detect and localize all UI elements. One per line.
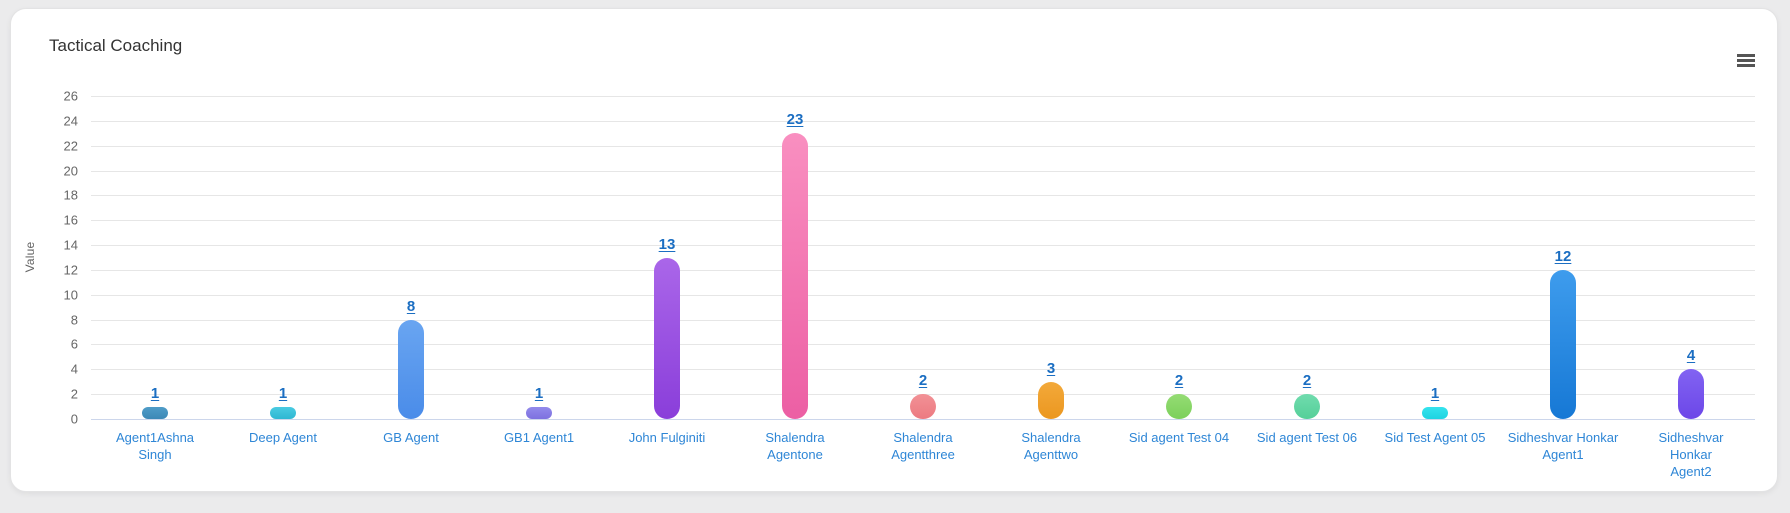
data-label-sidheshvar-honkar-agent1[interactable]: 12 [1554, 247, 1572, 265]
y-gridline [91, 294, 1755, 296]
data-label-sid-agent-test-04[interactable]: 2 [1174, 372, 1184, 390]
y-tick-label: 14 [63, 237, 78, 253]
hamburger-icon[interactable] [1729, 47, 1763, 73]
x-axis-label-sid-agent-test-04: Sid agent Test 04 [1128, 430, 1230, 445]
bar-deep-agent[interactable] [270, 406, 296, 419]
y-gridline [91, 195, 1755, 197]
chart-card: Tactical Coaching [10, 8, 1778, 492]
data-label-sidheshvar-honkar-agent2[interactable]: 4 [1686, 347, 1696, 365]
bar-gb1-agent1[interactable] [526, 406, 552, 419]
bar-shalendra-agentthree[interactable] [910, 394, 936, 419]
y-tick-label: 12 [63, 262, 78, 278]
data-label-shalendra-agentone[interactable]: 23 [786, 111, 804, 129]
y-tick-label: 2 [70, 386, 78, 402]
x-axis-label-deep-agent: Deep Agent [249, 430, 317, 445]
y-gridline [91, 245, 1755, 247]
x-axis-label-shalendra-agenttwo: Shalendra Agenttwo [1021, 430, 1081, 462]
y-tick-label: 16 [63, 212, 78, 228]
data-label-agent1ashna-singh[interactable]: 1 [150, 384, 160, 402]
y-gridline [91, 269, 1755, 271]
y-gridline [91, 344, 1755, 346]
bar-sidheshvar-honkar-agent1[interactable] [1550, 269, 1576, 419]
y-tick-label: 0 [70, 411, 78, 427]
y-tick-label: 22 [63, 138, 78, 154]
y-tick-label: 18 [63, 187, 78, 203]
bar-sid-agent-test-06[interactable] [1294, 394, 1320, 419]
y-gridline [91, 369, 1755, 371]
y-tick-label: 20 [63, 163, 78, 179]
y-gridline [91, 145, 1755, 147]
x-axis-label-gb-agent: GB Agent [383, 430, 439, 445]
x-axis-label-sidheshvar-honkar-agent2: Sidheshvar Honkar Agent2 [1658, 430, 1724, 479]
y-tick-label: 24 [63, 113, 78, 129]
x-axis-label-sid-test-agent-05: Sid Test Agent 05 [1384, 430, 1486, 445]
bar-shalendra-agenttwo[interactable] [1038, 381, 1064, 419]
bar-sidheshvar-honkar-agent2[interactable] [1678, 369, 1704, 419]
y-gridline [91, 220, 1755, 222]
x-axis-label-john-fulginiti: John Fulginiti [628, 430, 706, 445]
bar-gb-agent[interactable] [398, 319, 424, 419]
data-label-shalendra-agentthree[interactable]: 2 [918, 372, 928, 390]
bar-agent1ashna-singh[interactable] [142, 406, 168, 419]
data-label-sid-agent-test-06[interactable]: 2 [1302, 372, 1312, 390]
y-tick-label: 6 [70, 336, 78, 352]
chart-title: Tactical Coaching [49, 36, 183, 55]
bar-sid-agent-test-04[interactable] [1166, 394, 1192, 419]
y-tick-label: 10 [63, 287, 78, 303]
x-axis-label-shalendra-agentthree: Shalendra Agentthree [891, 430, 955, 462]
x-axis-label-agent1ashna-singh: Agent1Ashna Singh [115, 430, 195, 462]
x-axis-line [91, 419, 1755, 420]
x-axis-label-sidheshvar-honkar-agent1: Sidheshvar Honkar Agent1 [1507, 430, 1619, 462]
y-gridline [91, 319, 1755, 321]
x-axis-label-shalendra-agentone: Shalendra Agentone [765, 430, 825, 462]
data-label-shalendra-agenttwo[interactable]: 3 [1046, 359, 1056, 377]
y-tick-label: 26 [63, 88, 78, 104]
y-gridline [91, 120, 1755, 122]
x-axis-label-gb1-agent1: GB1 Agent1 [503, 430, 575, 445]
data-label-deep-agent[interactable]: 1 [278, 384, 288, 402]
hamburger-bar [1737, 58, 1755, 62]
hamburger-bar [1737, 53, 1755, 57]
data-label-gb1-agent1[interactable]: 1 [534, 384, 544, 402]
y-tick-label: 8 [70, 312, 78, 328]
y-gridline [91, 96, 1755, 97]
data-label-sid-test-agent-05[interactable]: 1 [1430, 384, 1440, 402]
data-label-gb-agent[interactable]: 8 [406, 297, 416, 315]
hamburger-bar [1737, 63, 1755, 67]
y-tick-label: 4 [70, 361, 78, 377]
bar-john-fulginiti[interactable] [654, 257, 680, 419]
y-gridline [91, 170, 1755, 172]
bar-sid-test-agent-05[interactable] [1422, 406, 1448, 419]
x-axis-label-sid-agent-test-06: Sid agent Test 06 [1256, 430, 1358, 445]
data-label-john-fulginiti[interactable]: 13 [658, 235, 676, 253]
bar-shalendra-agentone[interactable] [782, 133, 808, 419]
